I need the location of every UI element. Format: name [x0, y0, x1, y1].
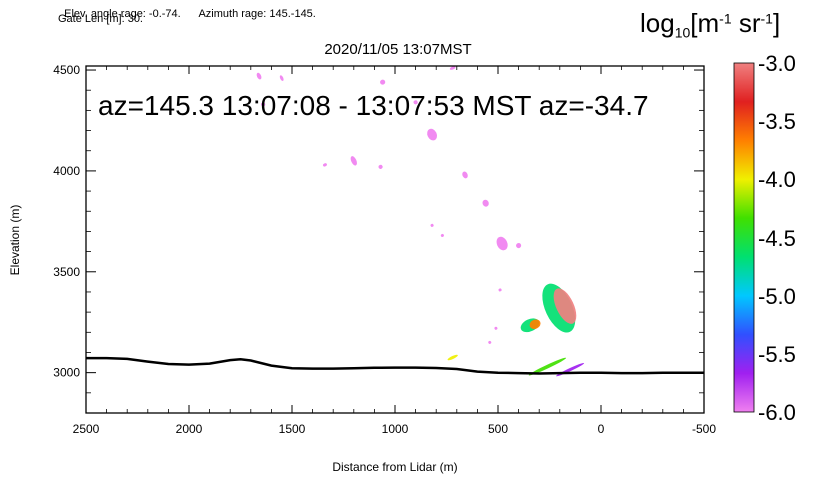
y-tick-label: 4500: [53, 63, 80, 77]
echo-patch: [256, 72, 262, 80]
elev-range-text: Elev. angle rage: -0.-74.: [64, 8, 181, 20]
x-tick-label: 500: [488, 422, 508, 436]
header-gate-length: Gate Len [m]: 30.: [58, 13, 143, 25]
echo-patch: [496, 236, 508, 251]
tick-layer: 2500 2000 1500 1000 500 0 -500 3000 3500 4000 4500: [53, 63, 716, 436]
y-tick-label: 3500: [53, 265, 80, 279]
echo-layer: [256, 66, 585, 377]
x-tick-label: -500: [692, 422, 716, 436]
echo-patch: [427, 128, 437, 141]
echo-patch: [350, 156, 357, 166]
echo-patch: [488, 340, 492, 344]
echo-patch: [553, 288, 577, 324]
colorbar-label-base: 10: [674, 24, 691, 41]
echo-patch: [322, 163, 327, 167]
y-tick-label: 3000: [53, 366, 80, 380]
terrain-line: [86, 356, 704, 375]
colorbar-label-exp2: -1: [760, 10, 773, 27]
echo-patch: [516, 243, 522, 249]
echo-patch: [462, 171, 468, 179]
colorbar-label-close: ]: [772, 8, 781, 38]
echo-patch: [261, 102, 266, 107]
echo-patch: [430, 223, 434, 227]
header-elev-azimuth: Elev. angle rage: -0.-74. Azimuth rage: …: [58, 0, 316, 21]
echo-patch: [279, 75, 284, 81]
echo-patch: [449, 66, 456, 70]
x-tick-label: 1500: [279, 422, 306, 436]
echo-patch: [556, 362, 585, 377]
colorbar-tick-label: -3.0: [758, 51, 796, 76]
chart-title: 2020/11/05 13:07MST: [324, 41, 471, 58]
colorbar: [733, 62, 755, 413]
y-tick-label: 4000: [53, 164, 80, 178]
time-annotation: az=145.3 13:07:08 - 13:07:53 MST az=-34.…: [98, 90, 649, 121]
colorbar-tick-label: -4.5: [758, 225, 796, 251]
colorbar-label-exp1: -1: [719, 10, 732, 27]
echo-patch: [494, 326, 498, 330]
colorbar-tick-label: -4.0: [758, 167, 796, 193]
colorbar-tick-label: -6.0: [758, 400, 796, 425]
colorbar-label-unit2: sr: [731, 8, 761, 38]
echo-patch: [413, 100, 418, 105]
echo-patch: [528, 357, 567, 376]
colorbar-label-log: log: [640, 8, 675, 38]
y-axis-label: Elevation (m): [8, 205, 22, 276]
x-axis-label: Distance from Lidar (m): [332, 460, 457, 474]
colorbar-tick-label: -5.0: [758, 283, 796, 309]
x-tick-label: 1000: [382, 422, 409, 436]
colorbar-label: log10[m-1 sr-1]: [640, 8, 780, 40]
x-tick-label: 0: [598, 422, 605, 436]
x-tick-label: 2500: [73, 422, 100, 436]
x-tick-label: 2000: [176, 422, 203, 436]
echo-patch: [440, 233, 444, 237]
echo-patch: [447, 354, 458, 361]
colorbar-tick-label: -5.5: [758, 341, 796, 367]
echo-patch: [529, 319, 541, 329]
echo-patch: [498, 288, 502, 292]
azimuth-range-text: Azimuth rage: 145.-145.: [198, 8, 316, 20]
echo-patch: [380, 79, 386, 85]
colorbar-tick-label: -3.5: [758, 109, 796, 135]
echo-patch: [378, 164, 383, 169]
echo-patch: [482, 199, 489, 207]
colorbar-label-unit: [m: [690, 8, 720, 38]
